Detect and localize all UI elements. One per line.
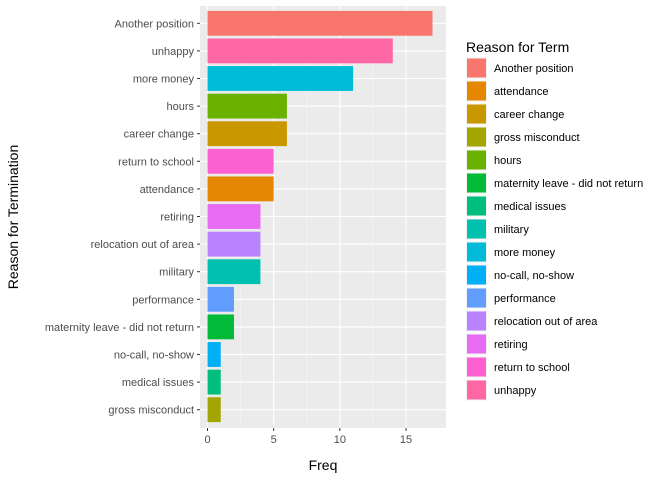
y-tick-label: gross misconduct bbox=[108, 405, 194, 417]
legend-swatch bbox=[467, 127, 486, 147]
bar bbox=[207, 176, 274, 202]
legend-label: more money bbox=[494, 247, 556, 259]
y-tick-label: unhappy bbox=[152, 46, 195, 58]
legend-label: maternity leave - did not return bbox=[494, 178, 643, 190]
legend-label: no-call, no-show bbox=[494, 270, 574, 282]
legend-swatch bbox=[467, 58, 486, 78]
bar bbox=[207, 10, 433, 36]
bar bbox=[207, 148, 274, 174]
y-tick-label: maternity leave - did not return bbox=[45, 322, 194, 334]
y-tick-label: performance bbox=[132, 294, 194, 306]
y-tick-label: return to school bbox=[118, 156, 194, 168]
x-tick-label: 10 bbox=[334, 434, 346, 446]
legend-label: career change bbox=[494, 109, 564, 121]
legend-swatch bbox=[467, 380, 486, 400]
y-axis-title: Reason for Termination bbox=[5, 145, 21, 289]
legend-swatch bbox=[467, 311, 486, 331]
bar bbox=[207, 231, 261, 257]
legend-title: Reason for Term bbox=[466, 39, 569, 55]
y-tick-label: medical issues bbox=[122, 377, 195, 389]
legend-swatch bbox=[467, 242, 486, 262]
y-tick-label: hours bbox=[166, 101, 194, 113]
legend-swatch bbox=[467, 104, 486, 124]
legend-swatch bbox=[467, 196, 486, 216]
y-tick-label: military bbox=[159, 267, 194, 279]
legend-label: medical issues bbox=[494, 201, 567, 213]
bar bbox=[207, 369, 221, 395]
legend-label: return to school bbox=[494, 362, 570, 374]
legend-label: performance bbox=[494, 293, 556, 305]
legend-label: unhappy bbox=[494, 385, 537, 397]
bar bbox=[207, 121, 287, 147]
bar bbox=[207, 38, 393, 64]
legend-label: relocation out of area bbox=[494, 316, 598, 328]
y-tick-label: no-call, no-show bbox=[114, 350, 194, 362]
y-tick-label: more money bbox=[133, 74, 195, 86]
legend-label: military bbox=[494, 224, 529, 236]
y-tick-label: career change bbox=[124, 129, 194, 141]
legend-swatch bbox=[467, 81, 486, 101]
legend-swatch bbox=[467, 173, 486, 193]
bar bbox=[207, 66, 354, 91]
bar bbox=[207, 397, 221, 423]
y-tick-label: attendance bbox=[140, 184, 194, 196]
legend-swatch bbox=[467, 334, 486, 354]
x-tick-label: 15 bbox=[400, 434, 412, 446]
y-tick-label: relocation out of area bbox=[91, 239, 195, 251]
y-tick-label: Another position bbox=[115, 18, 195, 30]
legend-label: gross misconduct bbox=[494, 132, 580, 144]
bar bbox=[207, 259, 261, 285]
y-tick-label: retiring bbox=[160, 212, 194, 224]
bar bbox=[207, 342, 221, 367]
bar bbox=[207, 286, 234, 312]
legend-label: hours bbox=[494, 155, 522, 167]
x-axis-title: Freq bbox=[309, 457, 338, 473]
bar bbox=[207, 93, 287, 119]
legend-swatch bbox=[467, 219, 486, 239]
bar bbox=[207, 204, 261, 229]
legend-label: attendance bbox=[494, 86, 548, 98]
legend-swatch bbox=[467, 150, 486, 170]
x-tick-label: 0 bbox=[204, 434, 210, 446]
x-tick-label: 5 bbox=[271, 434, 277, 446]
legend-swatch bbox=[467, 357, 486, 377]
bar bbox=[207, 314, 234, 340]
legend-swatch bbox=[467, 265, 486, 285]
legend-label: Another position bbox=[494, 63, 574, 75]
legend-label: retiring bbox=[494, 339, 528, 351]
legend-swatch bbox=[467, 288, 486, 308]
